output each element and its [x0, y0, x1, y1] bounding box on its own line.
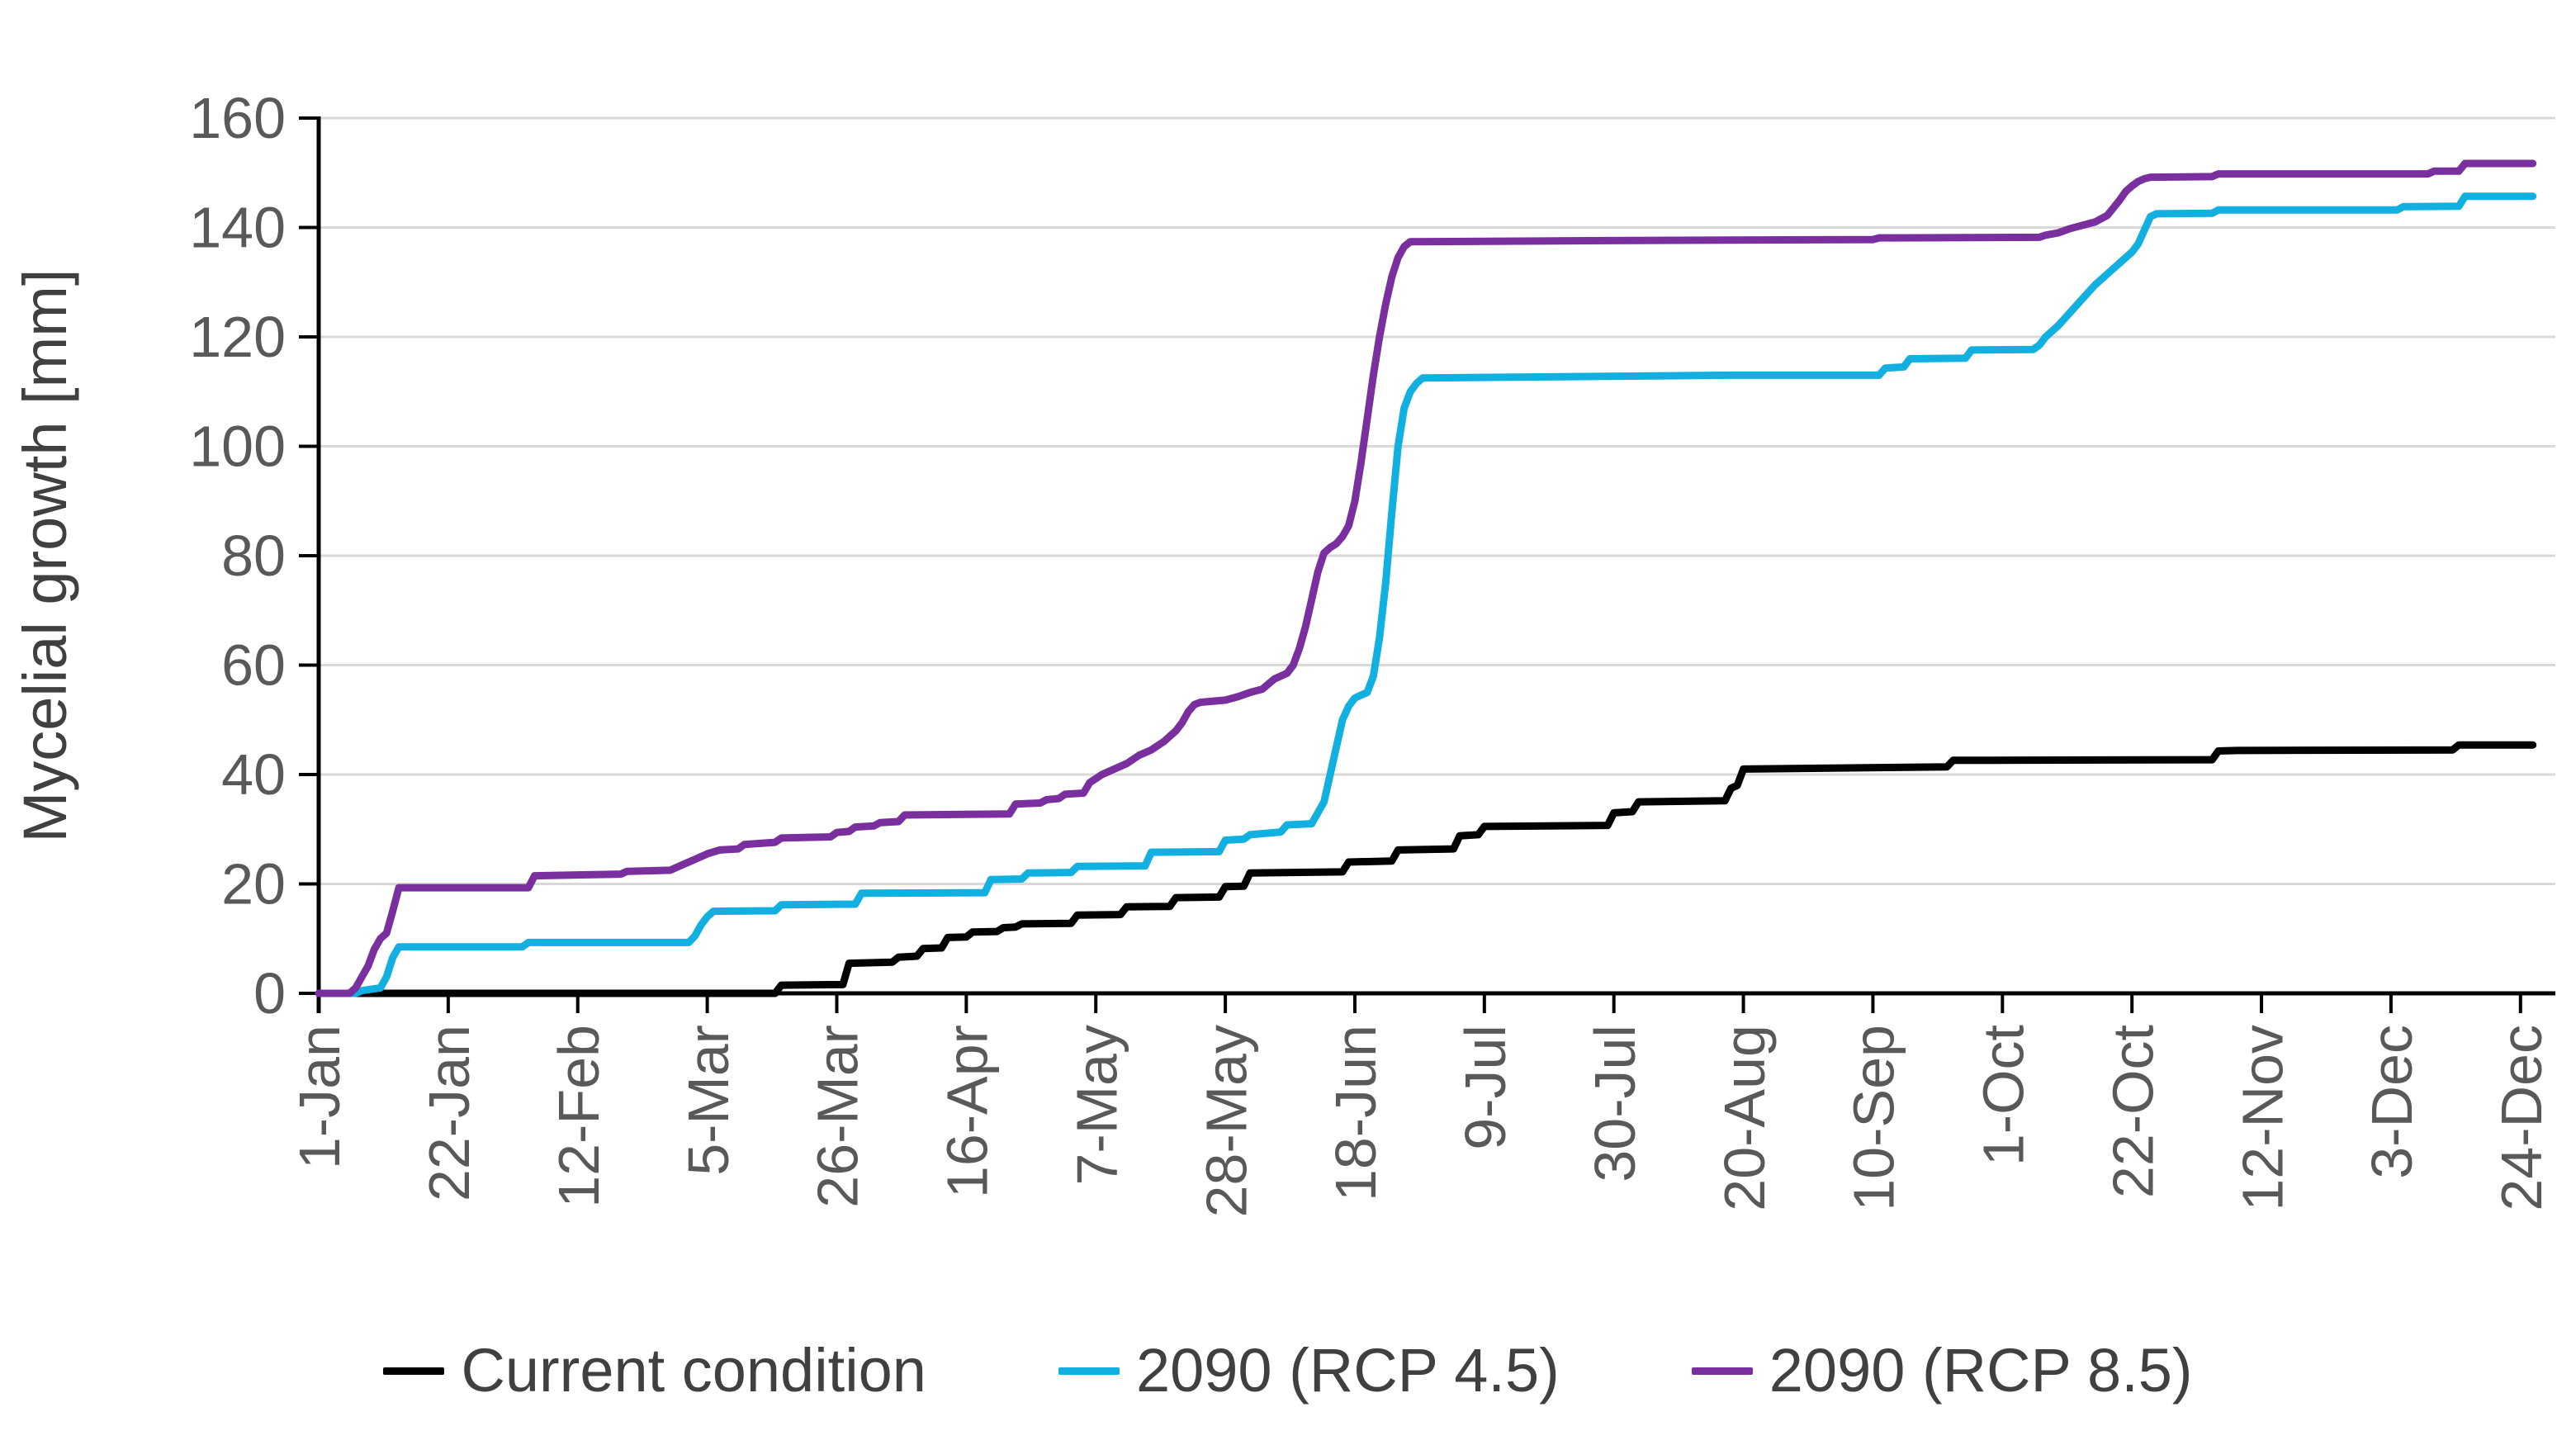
x-tick-label-22-Jan: 22-Jan [417, 1025, 481, 1201]
x-tick-label-20-Aug: 20-Aug [1712, 1025, 1777, 1211]
y-tick-label-60: 60 [221, 632, 286, 697]
x-tick-label-16-Apr: 16-Apr [935, 1025, 1000, 1198]
legend-item-rcp45: 2090 (RCP 4.5) [1058, 1340, 1560, 1401]
series-line-2090-rcp-8-5 [315, 159, 2537, 997]
x-tick-label-24-Dec: 24-Dec [2489, 1025, 2554, 1211]
y-tick-label-120: 120 [189, 305, 286, 369]
legend-label-rcp45: 2090 (RCP 4.5) [1135, 1336, 1560, 1405]
x-tick-label-18-Jun: 18-Jun [1324, 1025, 1388, 1201]
legend-swatch-rcp85 [1691, 1367, 1753, 1375]
series-line-2090-rcp-4-5 [315, 192, 2537, 997]
y-tick-label-20: 20 [221, 851, 286, 916]
x-tick-label-1-Oct: 1-Oct [1972, 1025, 2036, 1166]
y-axis-title: Mycelial growth [mm] [11, 269, 79, 843]
series-line-current-condition [315, 741, 2537, 997]
y-tick-label-140: 140 [189, 195, 286, 259]
x-tick-label-30-Jul: 30-Jul [1583, 1025, 1647, 1182]
legend-label-rcp85: 2090 (RCP 8.5) [1769, 1336, 2193, 1405]
x-tick-label-3-Dec: 3-Dec [2360, 1025, 2424, 1179]
legend-item-rcp85: 2090 (RCP 8.5) [1691, 1336, 2193, 1405]
y-tick-label-0: 0 [253, 961, 286, 1026]
legend: Current condition 2090 (RCP 4.5) 2090 (R… [0, 1321, 2576, 1420]
y-tick-label-80: 80 [221, 524, 286, 588]
x-tick-label-10-Sep: 10-Sep [1842, 1025, 1906, 1211]
x-tick-label-7-May: 7-May [1064, 1025, 1129, 1185]
y-tick-label-40: 40 [221, 742, 286, 807]
legend-swatch-current-condition [383, 1367, 445, 1375]
legend-label-current-condition: Current condition [461, 1336, 926, 1405]
x-tick-label-12-Nov: 12-Nov [2230, 1025, 2294, 1211]
legend-swatch-rcp45 [1058, 1367, 1120, 1375]
x-tick-label-28-May: 28-May [1194, 1025, 1258, 1217]
x-tick-label-22-Oct: 22-Oct [2100, 1025, 2165, 1198]
x-tick-label-5-Mar: 5-Mar [676, 1025, 741, 1176]
y-tick-label-100: 100 [189, 414, 286, 478]
x-tick-label-12-Feb: 12-Feb [547, 1025, 611, 1208]
y-tick-label-160: 160 [189, 86, 286, 150]
legend-item-current-condition: Current condition [383, 1340, 926, 1401]
x-tick-label-1-Jan: 1-Jan [287, 1025, 352, 1169]
x-tick-label-9-Jul: 9-Jul [1453, 1025, 1518, 1150]
x-tick-label-26-Mar: 26-Mar [806, 1025, 870, 1208]
